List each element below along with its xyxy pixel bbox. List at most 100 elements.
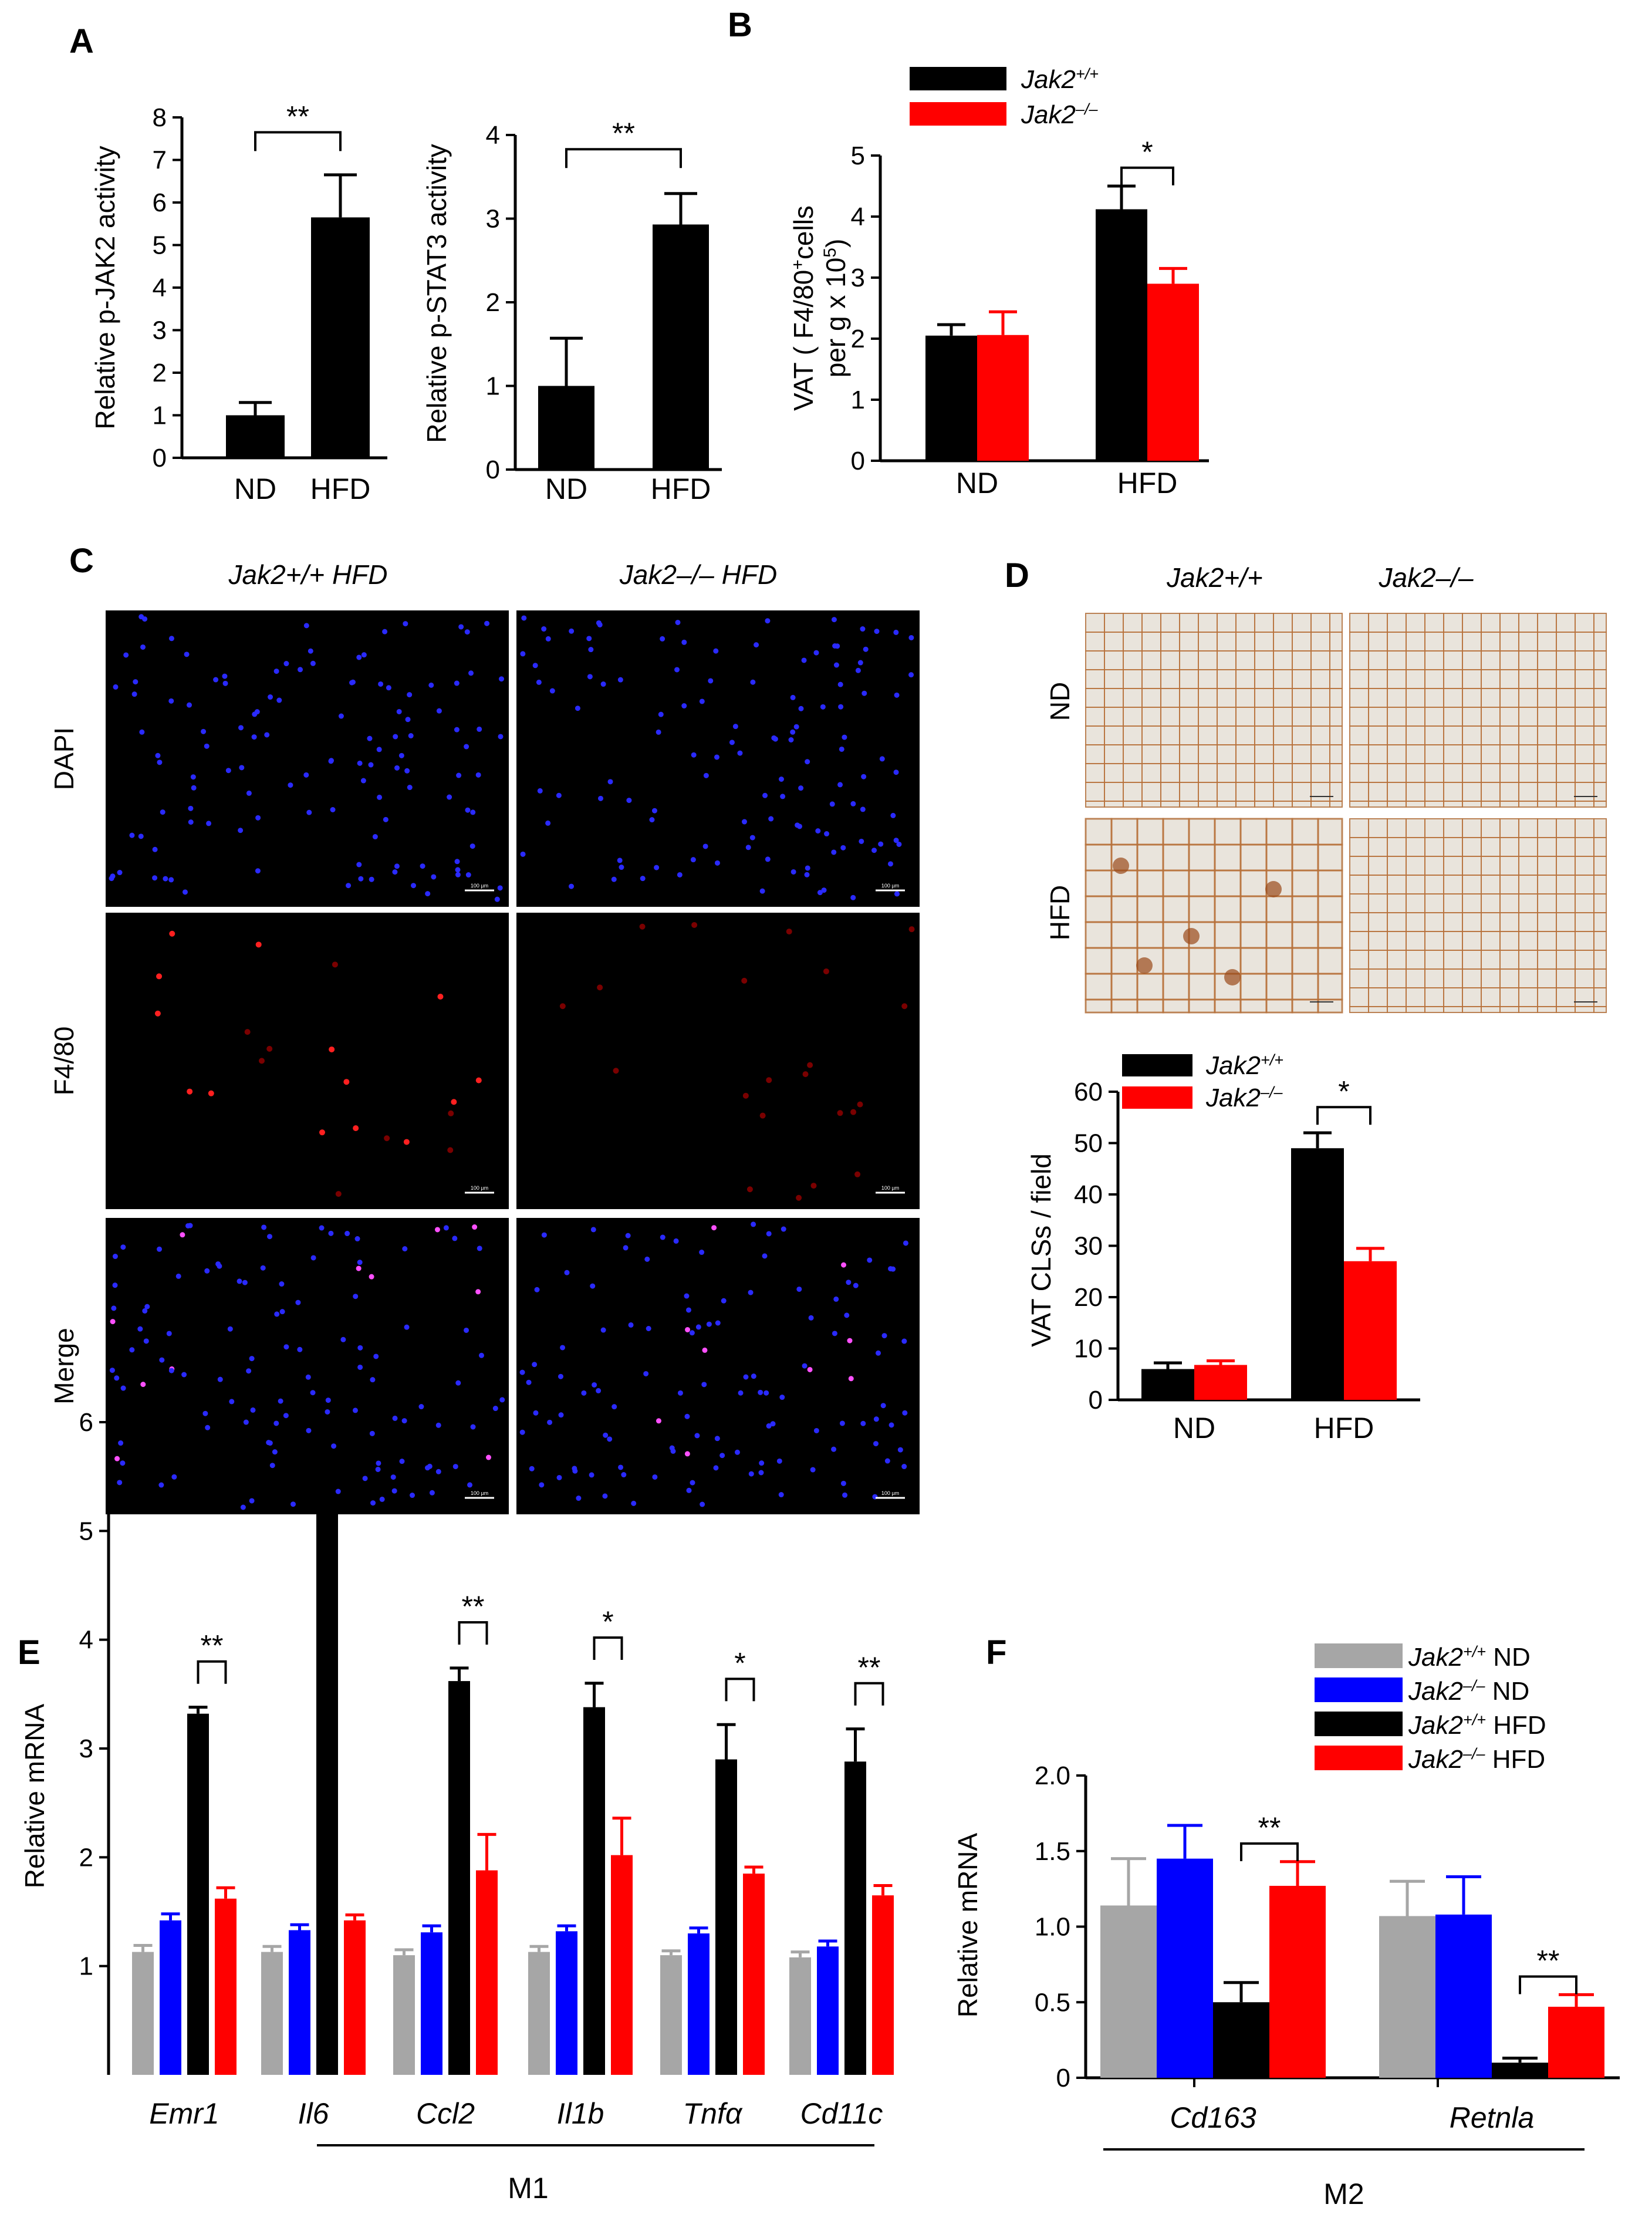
cell-nucleus bbox=[357, 1345, 363, 1351]
cell-nucleus bbox=[175, 1273, 181, 1279]
cell-nucleus bbox=[793, 724, 799, 730]
cell-nucleus bbox=[759, 1112, 766, 1119]
cell-nucleus bbox=[875, 1350, 881, 1356]
cell-nucleus bbox=[456, 772, 462, 778]
cell-nucleus bbox=[240, 1504, 246, 1510]
cell-nucleus bbox=[796, 1286, 802, 1292]
panel-label-b: B bbox=[728, 6, 752, 44]
histology-tile bbox=[1349, 818, 1607, 1013]
cell-nucleus bbox=[781, 1226, 786, 1232]
panel-c-row-label: F4/80 bbox=[49, 1027, 79, 1096]
cell-nucleus bbox=[798, 785, 804, 791]
cell-nucleus bbox=[831, 849, 837, 855]
cell-nucleus bbox=[396, 708, 402, 714]
chart-p-stat3: 0 1 2 3 4 Relative p-STAT3 activity ND HFD ** bbox=[421, 117, 722, 505]
cell-nucleus bbox=[298, 667, 303, 673]
y-tick-label: 1 bbox=[486, 372, 500, 401]
cell-nucleus bbox=[617, 858, 623, 863]
cell-nucleus bbox=[853, 1282, 859, 1288]
cell-nucleus bbox=[778, 1492, 784, 1498]
cell-nucleus bbox=[331, 1443, 337, 1449]
panel-d-col-header-wt: Jak2+/+ bbox=[1166, 562, 1263, 593]
cell-nucleus bbox=[706, 1321, 712, 1327]
cell-nucleus bbox=[344, 1231, 350, 1237]
cell-nucleus bbox=[251, 734, 257, 740]
cell-nucleus bbox=[379, 1496, 385, 1502]
y-tick-label: 5 bbox=[79, 1517, 93, 1545]
micrograph-tile: 100 µm bbox=[106, 913, 509, 1209]
cell-nucleus bbox=[357, 1260, 363, 1265]
cell-nucleus bbox=[848, 1376, 854, 1382]
cell-nucleus bbox=[470, 809, 476, 815]
cell-nucleus bbox=[873, 1441, 879, 1447]
cell-nucleus bbox=[188, 819, 194, 825]
cell-nucleus bbox=[361, 652, 367, 658]
cell-nucleus bbox=[589, 1472, 594, 1478]
cell-nucleus bbox=[596, 1388, 602, 1393]
legend-label: Jak2+/+ ND bbox=[1408, 1643, 1531, 1672]
cell-nucleus bbox=[808, 1315, 814, 1321]
legend-label: Jak2–/– bbox=[1021, 100, 1098, 129]
cell-nucleus bbox=[340, 1336, 346, 1342]
y-tick-label: 0 bbox=[851, 447, 865, 475]
cell-nucleus bbox=[901, 1464, 907, 1470]
scale-bar-label: 100 µm bbox=[471, 883, 488, 889]
cell-nucleus bbox=[332, 961, 338, 968]
cell-nucleus bbox=[669, 1445, 675, 1451]
legend-label: Jak2–/– bbox=[1205, 1084, 1283, 1112]
cell-nucleus bbox=[356, 1265, 362, 1271]
cell-nucleus bbox=[684, 1293, 690, 1299]
cell-nucleus bbox=[455, 1380, 461, 1386]
cell-nucleus bbox=[357, 1364, 363, 1370]
cell-nucleus bbox=[695, 1324, 701, 1330]
bar bbox=[261, 1952, 283, 2075]
cell-nucleus bbox=[229, 1399, 235, 1405]
cell-nucleus bbox=[452, 1464, 458, 1470]
group-label-m2: M2 bbox=[1323, 2178, 1364, 2210]
panel-label-c: C bbox=[69, 542, 94, 580]
x-category-label: Tnfα bbox=[683, 2097, 743, 2130]
cell-nucleus bbox=[467, 1482, 473, 1488]
cell-nucleus bbox=[188, 805, 194, 811]
cell-nucleus bbox=[393, 734, 398, 740]
significance-marker: ** bbox=[858, 1651, 881, 1684]
cell-nucleus bbox=[684, 1451, 690, 1457]
panel-label-e: E bbox=[18, 1633, 40, 1672]
cell-nucleus bbox=[279, 1309, 285, 1315]
genotype-gene: Jak2 bbox=[1408, 1643, 1463, 1672]
y-tick-label: 4 bbox=[153, 274, 167, 302]
panel-c-col-header-wt: Jak2+/+ HFD bbox=[228, 559, 388, 590]
bar bbox=[1100, 1905, 1157, 2078]
cell-nucleus bbox=[431, 874, 437, 880]
bar bbox=[556, 1931, 577, 2075]
cell-nucleus bbox=[283, 1344, 289, 1350]
genotype-gene: Jak2 bbox=[1408, 1677, 1463, 1706]
cell-nucleus bbox=[597, 795, 603, 801]
cell-nucleus bbox=[376, 747, 382, 752]
legend-swatch bbox=[910, 67, 1006, 90]
cell-nucleus bbox=[169, 930, 175, 937]
y-tick-label: 0 bbox=[1089, 1386, 1103, 1415]
y-tick-label: 8 bbox=[153, 103, 167, 132]
cell-nucleus bbox=[213, 677, 219, 683]
cell-nucleus bbox=[352, 1407, 358, 1413]
cell-nucleus bbox=[163, 876, 168, 882]
cell-nucleus bbox=[611, 876, 617, 882]
cell-nucleus bbox=[154, 1010, 161, 1017]
y-tick-label: 2 bbox=[79, 1843, 93, 1872]
bar bbox=[611, 1855, 633, 2075]
cell-nucleus bbox=[602, 1493, 608, 1499]
cell-nucleus bbox=[846, 1280, 852, 1285]
cell-nucleus bbox=[838, 704, 844, 710]
cell-nucleus bbox=[711, 1225, 717, 1231]
cell-nucleus bbox=[700, 1501, 705, 1507]
cell-nucleus bbox=[831, 617, 837, 623]
cell-nucleus bbox=[370, 1500, 376, 1506]
cell-nucleus bbox=[685, 1307, 691, 1313]
cell-nucleus bbox=[465, 807, 471, 813]
cell-nucleus bbox=[272, 1449, 278, 1455]
genotype-allele: +/+ bbox=[1076, 65, 1099, 83]
cell-nucleus bbox=[411, 883, 417, 889]
cell-nucleus bbox=[168, 877, 174, 883]
cell-nucleus bbox=[673, 1238, 679, 1244]
